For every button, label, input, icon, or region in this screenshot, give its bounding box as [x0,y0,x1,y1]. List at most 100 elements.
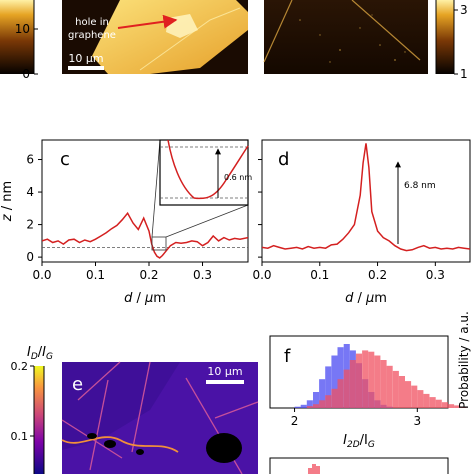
panel-e-cbar-title: ID/IG [27,345,53,362]
panel-f-bar-series-1 [313,392,320,408]
panel-a-cbar-tick-0: 0 [22,67,30,81]
panel-f-bar-series-1 [331,355,338,408]
panel-c-ytick-label: 2 [26,218,34,232]
panel-e-label: e [72,374,83,395]
panel-f-bar-series-2 [306,406,313,408]
wrinkle-line [139,7,241,71]
panel-c-xticks: 0.0 0.1 0.2 0.3 [32,262,212,282]
panel-c-inset-step-label: 0.6 nm [224,173,252,182]
panel-c: 0.0 0.1 0.2 0.3 0 2 4 6 z / nm d / μm 0.6 nm c [0,139,252,306]
panel-e: ID/IG 0.2 0.1 10 μm e [11,345,259,474]
panel-d-peak-label: 6.8 nm [404,181,436,191]
panel-c-ytick-label: 4 [26,185,34,199]
panel-c-profile-line [42,211,248,259]
panel-f-bar-series-2 [380,360,387,408]
panel-c-xtick-label: 0.1 [86,268,105,282]
panel-f-bar-series-2 [331,388,338,408]
panel-c-zoom-connector-right [165,204,249,238]
panel-d-profile-line [262,143,470,252]
panel-a-scale-label: 10 μm [68,52,103,65]
panel-f-bar-series-1 [300,404,307,408]
panel-f-bar-series-1 [337,347,344,408]
panel-f-bar-series-2 [374,355,381,408]
panel-f-xtick-label: 3 [413,414,421,428]
panel-f-xlabel: I2D/IG [343,433,375,450]
panel-f-bar-series-2 [398,376,405,408]
panel-e-scale-bar [206,380,244,384]
panel-d: 0.0 0.1 0.2 0.3 d / μm 6.8 nm d [252,139,471,306]
panel-d-xtick-label: 0.2 [368,268,387,282]
panel-b: 3 1 [263,0,468,81]
panel-f-bar-series-2 [386,365,393,408]
panel-f-bar-series-2 [319,400,326,408]
panel-c-zoom-box [151,236,167,251]
panel-b-edge [263,0,421,63]
panel-c-label: c [60,149,70,170]
panel-f-bar-series-2 [417,390,424,408]
panel-c-xtick-label: 0.2 [139,268,158,282]
panel-e-scale-label: 10 μm [207,365,242,378]
panel-f-bar-series-2 [343,369,350,408]
panel-f-bar-series-2 [460,406,467,408]
panel-f-bar-series-2 [392,370,399,408]
panel-b-image [264,0,428,74]
panel-f-ylabel: Probability / a.u. [457,311,471,409]
panel-f-bar-series-2 [411,385,418,408]
panel-e-colorbar [34,366,44,474]
panel-d-xticks: 0.0 0.1 0.2 0.3 [252,262,445,282]
hole-arrow [117,14,178,29]
panel-c-ytick-label: 6 [26,153,34,167]
panel-d-xtick-label: 0.0 [252,268,271,282]
graphene-flake [92,0,248,74]
panel-a-scale-bar [68,66,104,70]
panel-f-bar-series-2 [435,399,442,408]
panel-d-xtick-label: 0.3 [426,268,445,282]
panel-f-bar-series-2 [325,395,332,408]
panel-e-crack [61,436,179,453]
panel-b-speckles [299,14,406,63]
panel-c-zoom-connector-left [151,139,161,238]
panel-c-xlabel: d / μm [124,291,166,306]
panel-g-frame-partial [269,457,449,474]
panel-c-inset-curve [167,139,249,200]
panel-c-ytick-label: 0 [26,250,34,264]
panel-f-bar-series-2 [349,360,356,408]
panel-e-cbar-tick-0.1: 0.1 [11,430,29,443]
panel-g-histogram-partial [308,464,320,474]
panel-b-cbar-tick-1: 1 [460,67,468,81]
panel-c-xtick-label: 0.3 [193,268,212,282]
panel-f-bar-series-2 [423,393,430,408]
panel-f-bar-series-2 [448,404,455,408]
panel-f-bar-series-2 [441,402,448,408]
panel-f-xtick-label: 2 [291,414,299,428]
panel-f-bar-series-2 [405,381,412,408]
panel-d-xlabel: d / μm [345,291,387,306]
hole-annotation-line2: graphene [68,30,116,41]
panel-c-ylabel: z / nm [0,181,15,222]
panel-f-bar-series-2 [313,404,320,408]
panel-f-bar-series-1 [325,366,332,408]
panel-a-cbar-tick-10: 10 [15,22,30,36]
panel-f-bar-series-1 [294,406,301,408]
panel-d-label: d [278,149,289,170]
panel-c-inset [159,139,249,206]
panel-f-histogram [294,344,467,408]
panel-f-bar-series-2 [362,350,369,408]
hole-annotation-line1: hole in [75,17,109,28]
panel-f-bar-series-2 [337,379,344,408]
panel-f-bar-series-2 [355,353,362,408]
panel-f-bar-series-1 [319,379,326,408]
panel-a: 10 0 hole in graphene 10 μm [0,0,248,81]
panel-f-bar-series-2 [454,405,461,408]
panel-f-bar-series-2 [368,351,375,408]
panel-a-colorbar [0,0,34,74]
panel-c-yticks: 0 2 4 6 [26,153,42,264]
panel-f-label: f [284,346,291,367]
panel-f-bar-series-2 [429,397,436,408]
panel-d-frame [261,139,471,263]
panel-e-cbar-tick-0.2: 0.2 [11,360,29,373]
panel-b-cbar-tick-3: 3 [460,3,468,17]
